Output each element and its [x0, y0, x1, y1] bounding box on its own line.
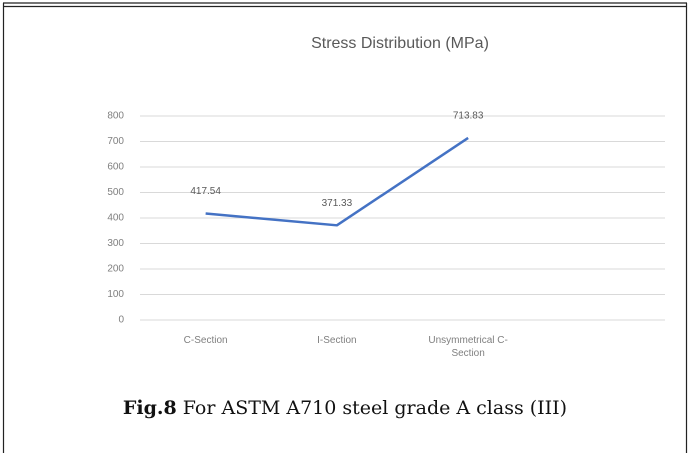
y-tick-label: 100 — [107, 289, 124, 300]
y-tick-label: 600 — [107, 162, 124, 173]
caption-text: For ASTM A710 steel grade A class (III) — [182, 397, 568, 419]
y-tick-label: 300 — [107, 238, 124, 249]
y-tick-label: 800 — [107, 111, 124, 122]
line-series — [205, 136, 469, 227]
y-tick-label: 500 — [107, 187, 124, 198]
x-tick-label: Unsymmetrical C-Section — [428, 335, 508, 359]
caption-label: Fig.8 — [122, 397, 177, 419]
caption: Fig.8 For ASTM A710 steel grade A class … — [0, 397, 690, 419]
data-label: 713.83 — [453, 111, 484, 122]
x-tick-label: C-Section — [183, 335, 228, 346]
y-tick-label: 0 — [118, 315, 124, 326]
y-tick-label: 200 — [107, 264, 124, 275]
data-label: 417.54 — [190, 186, 221, 197]
chart-title: Stress Distribution (MPa) — [311, 35, 489, 52]
y-tick-label: 700 — [107, 136, 124, 147]
x-tick-label: I-Section — [317, 335, 357, 346]
data-label: 371.33 — [322, 198, 353, 209]
y-tick-label: 400 — [107, 213, 124, 224]
